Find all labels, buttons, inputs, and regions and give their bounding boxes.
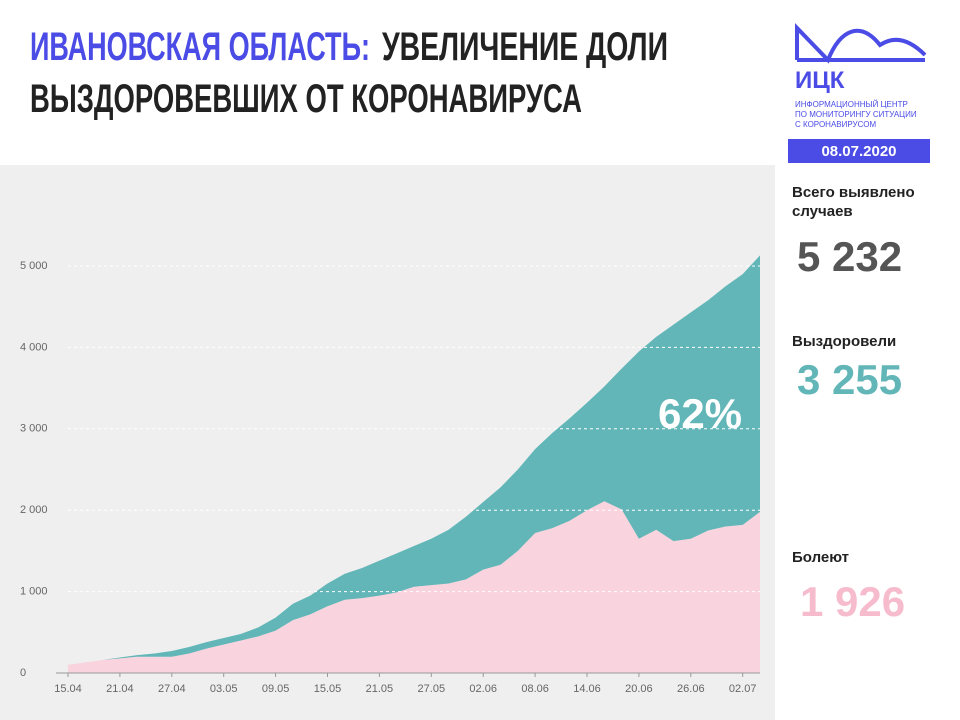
x-tick-label: 15.04 [54, 683, 82, 695]
x-tick-label: 15.05 [314, 683, 342, 695]
x-tick-label: 21.04 [106, 683, 134, 695]
area [68, 255, 760, 665]
logo-caption: ИНФОРМАЦИОННЫЙ ЦЕНТР [795, 100, 908, 109]
x-tick-label: 03.05 [210, 683, 238, 695]
total-label-box: Всего выявлено случаев [792, 184, 915, 220]
legend-label: Выздоровели [792, 333, 896, 350]
title-highlight: ИВАНОВСКАЯ ОБЛАСТЬ: [30, 25, 370, 69]
logo [795, 23, 927, 64]
x-tick-label: 27.04 [158, 683, 186, 695]
active-value: 1 926 [800, 578, 905, 625]
total-value: 5 232 [797, 233, 902, 280]
logo-caption: С КОРОНАВИРУСОМ [795, 120, 876, 129]
date: 08.07.2020 [821, 143, 896, 160]
y-tick-label: 5 000 [20, 260, 48, 272]
title: УВЕЛИЧЕНИЕ ДОЛИ [382, 25, 668, 69]
logo-text: ИЦК [795, 67, 845, 94]
recovered-value: 3 255 [797, 356, 902, 403]
x-tick-label: 09.05 [262, 683, 290, 695]
total-label: Всего выявлено случаев [792, 184, 915, 220]
plot: 0 1 000 2 000 3 000 4 000 5 000 15.04 21.04 27.0… [20, 255, 760, 695]
legend-label: Болеют [792, 549, 849, 566]
logo-caption: ПО МОНИТОРИНГУ СИТУАЦИИ [795, 110, 917, 119]
x-tick-label: 21.05 [366, 683, 394, 695]
x-tick-label: 08.06 [521, 683, 549, 695]
date-box [788, 139, 930, 163]
x-tick-label: 02.06 [469, 683, 497, 695]
x-tick-label: 20.06 [625, 683, 653, 695]
area [68, 501, 760, 673]
x-tick-label: 26.06 [677, 683, 705, 695]
y-tick-label: 3 000 [20, 423, 48, 435]
x-tick-label: 27.05 [418, 683, 446, 695]
y-tick-label: 4 000 [20, 341, 48, 353]
x-tick-label: 02.07 [729, 683, 757, 695]
title-line2: ВЫЗДОРОВЕВШИХ ОТ КОРОНАВИРУСА [30, 77, 582, 121]
annotation: 62% [658, 390, 742, 437]
logo-shape [795, 23, 927, 64]
x-tick-label: 14.06 [573, 683, 601, 695]
y-tick-label: 0 [20, 667, 26, 679]
y-tick-label: 1 000 [20, 586, 48, 598]
y-tick-label: 2 000 [20, 504, 48, 516]
